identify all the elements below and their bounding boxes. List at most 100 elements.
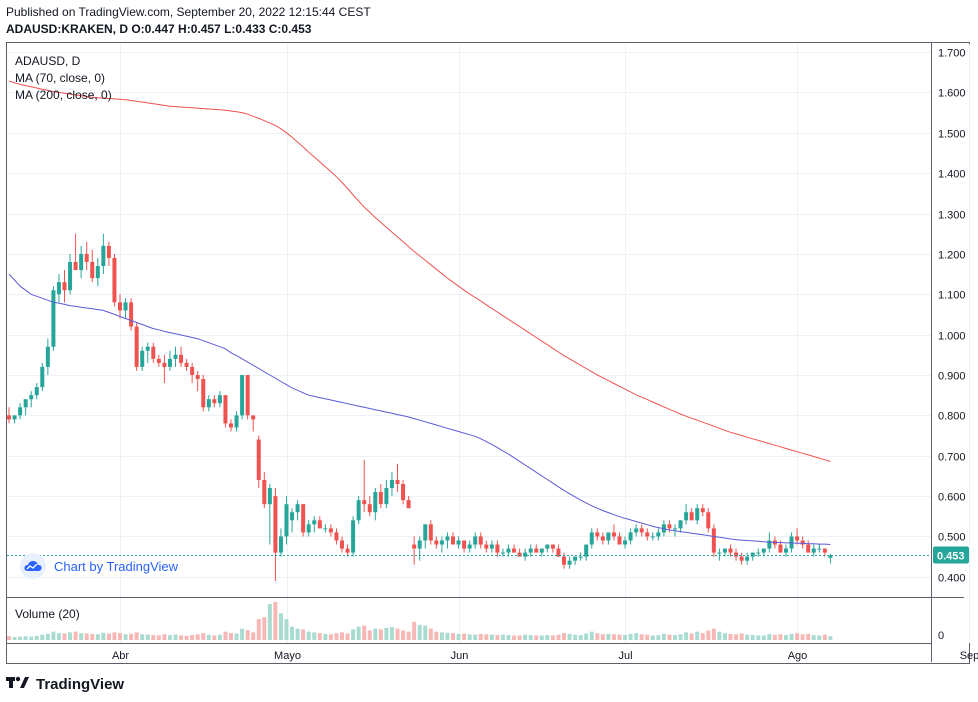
volume-bar	[700, 633, 705, 640]
volume-bar	[428, 628, 433, 640]
candle-body	[811, 548, 816, 553]
candle-body	[484, 544, 489, 549]
volume-axis-label: 0	[938, 630, 944, 642]
volume-bar	[512, 635, 517, 640]
volume-bar	[273, 602, 278, 640]
candle-body	[656, 532, 661, 537]
candle-body	[434, 540, 439, 545]
candle-body	[323, 528, 328, 530]
volume-bar	[473, 634, 478, 640]
candle-body	[167, 358, 172, 367]
candle-body	[334, 532, 339, 541]
volume-bar	[578, 635, 583, 640]
candle-body	[367, 504, 372, 513]
volume-bar	[767, 633, 772, 640]
volume-bar	[295, 628, 300, 640]
volume-bar	[750, 635, 755, 640]
candle-body	[79, 253, 84, 271]
volume-bar	[290, 626, 295, 640]
volume-bar	[500, 634, 505, 640]
volume-bar	[162, 634, 167, 640]
ma70-line	[8, 273, 831, 545]
volume-bar	[806, 633, 811, 640]
volume-bar	[145, 634, 150, 640]
volume-bar	[789, 633, 794, 640]
volume-bar	[589, 631, 594, 640]
volume-bar	[467, 634, 472, 640]
candle-body	[90, 261, 95, 279]
candle-body	[290, 512, 295, 521]
volume-bar	[528, 635, 533, 640]
footer-brand[interactable]: TradingView	[6, 675, 124, 693]
watermark[interactable]: Chart by TradingView	[20, 553, 178, 579]
candle-body	[645, 532, 650, 537]
volume-bar	[301, 629, 306, 640]
candle-body	[578, 556, 583, 558]
candle-body	[7, 415, 11, 420]
volume-bar	[711, 628, 716, 640]
volume-bar	[628, 633, 633, 640]
volume-bar	[234, 633, 239, 640]
candle-body	[317, 520, 322, 529]
candle-body	[556, 548, 561, 557]
volume-bar	[434, 631, 439, 640]
volume-bar	[795, 633, 800, 640]
volume-bar	[562, 633, 566, 640]
candle-body	[206, 399, 211, 408]
y-tick-label: 1.200	[938, 250, 966, 262]
candle-body	[34, 387, 39, 396]
candle-body	[478, 536, 483, 545]
volume-bar	[634, 633, 639, 640]
candle-body	[101, 245, 106, 267]
volume-bar	[423, 625, 428, 640]
candle-body	[29, 395, 34, 400]
candle-body	[728, 548, 733, 553]
volume-bar	[173, 634, 178, 640]
candle-body	[706, 512, 711, 529]
volume-bar	[340, 632, 344, 640]
volume-bar	[550, 635, 555, 640]
volume-bar	[345, 633, 350, 640]
y-tick-label: 1.600	[938, 88, 966, 100]
volume-bar	[656, 635, 661, 640]
volume-bar	[761, 635, 766, 640]
legend-ma70[interactable]: MA (70, close, 0)	[15, 71, 106, 85]
volume-bar	[323, 633, 328, 640]
volume-bar	[584, 633, 589, 640]
volume-bar	[151, 635, 156, 640]
legend-ma200[interactable]: MA (200, close, 0)	[15, 88, 112, 102]
volume-bar	[90, 633, 95, 640]
candle-body	[145, 346, 150, 351]
volume-bar	[517, 635, 522, 640]
volume-bar	[312, 632, 317, 640]
y-tick-label: 0.600	[938, 492, 966, 504]
volume-bar	[772, 634, 777, 640]
y-tick-label: 1.400	[938, 169, 966, 181]
volume-bar	[378, 629, 383, 640]
volume-bar	[506, 635, 511, 640]
candle-body	[567, 560, 572, 565]
candle-body	[462, 540, 467, 549]
candle-body	[62, 282, 67, 291]
volume-bar	[73, 631, 78, 640]
legend-volume[interactable]: Volume (20)	[15, 607, 80, 621]
footer-brand-text: TradingView	[36, 675, 125, 693]
y-tick-label: 1.300	[938, 210, 966, 222]
candle-body	[528, 548, 533, 553]
volume-bar	[667, 634, 672, 640]
candle-body	[778, 544, 783, 553]
volume-bar	[68, 632, 73, 640]
volume-bar	[678, 634, 683, 640]
volume-bar	[195, 634, 200, 640]
candle-body	[817, 548, 822, 550]
candle-body	[45, 346, 50, 367]
volume-bar	[417, 624, 422, 640]
volume-bar	[373, 628, 378, 640]
candle-body	[134, 326, 139, 367]
volume-bar	[34, 635, 39, 640]
candle-body	[617, 536, 622, 545]
candle-body	[428, 524, 433, 541]
volume-bar	[167, 635, 172, 640]
symbol-ohlc-line: ADAUSD:KRAKEN, D O:0.447 H:0.457 L:0.433…	[6, 22, 311, 36]
